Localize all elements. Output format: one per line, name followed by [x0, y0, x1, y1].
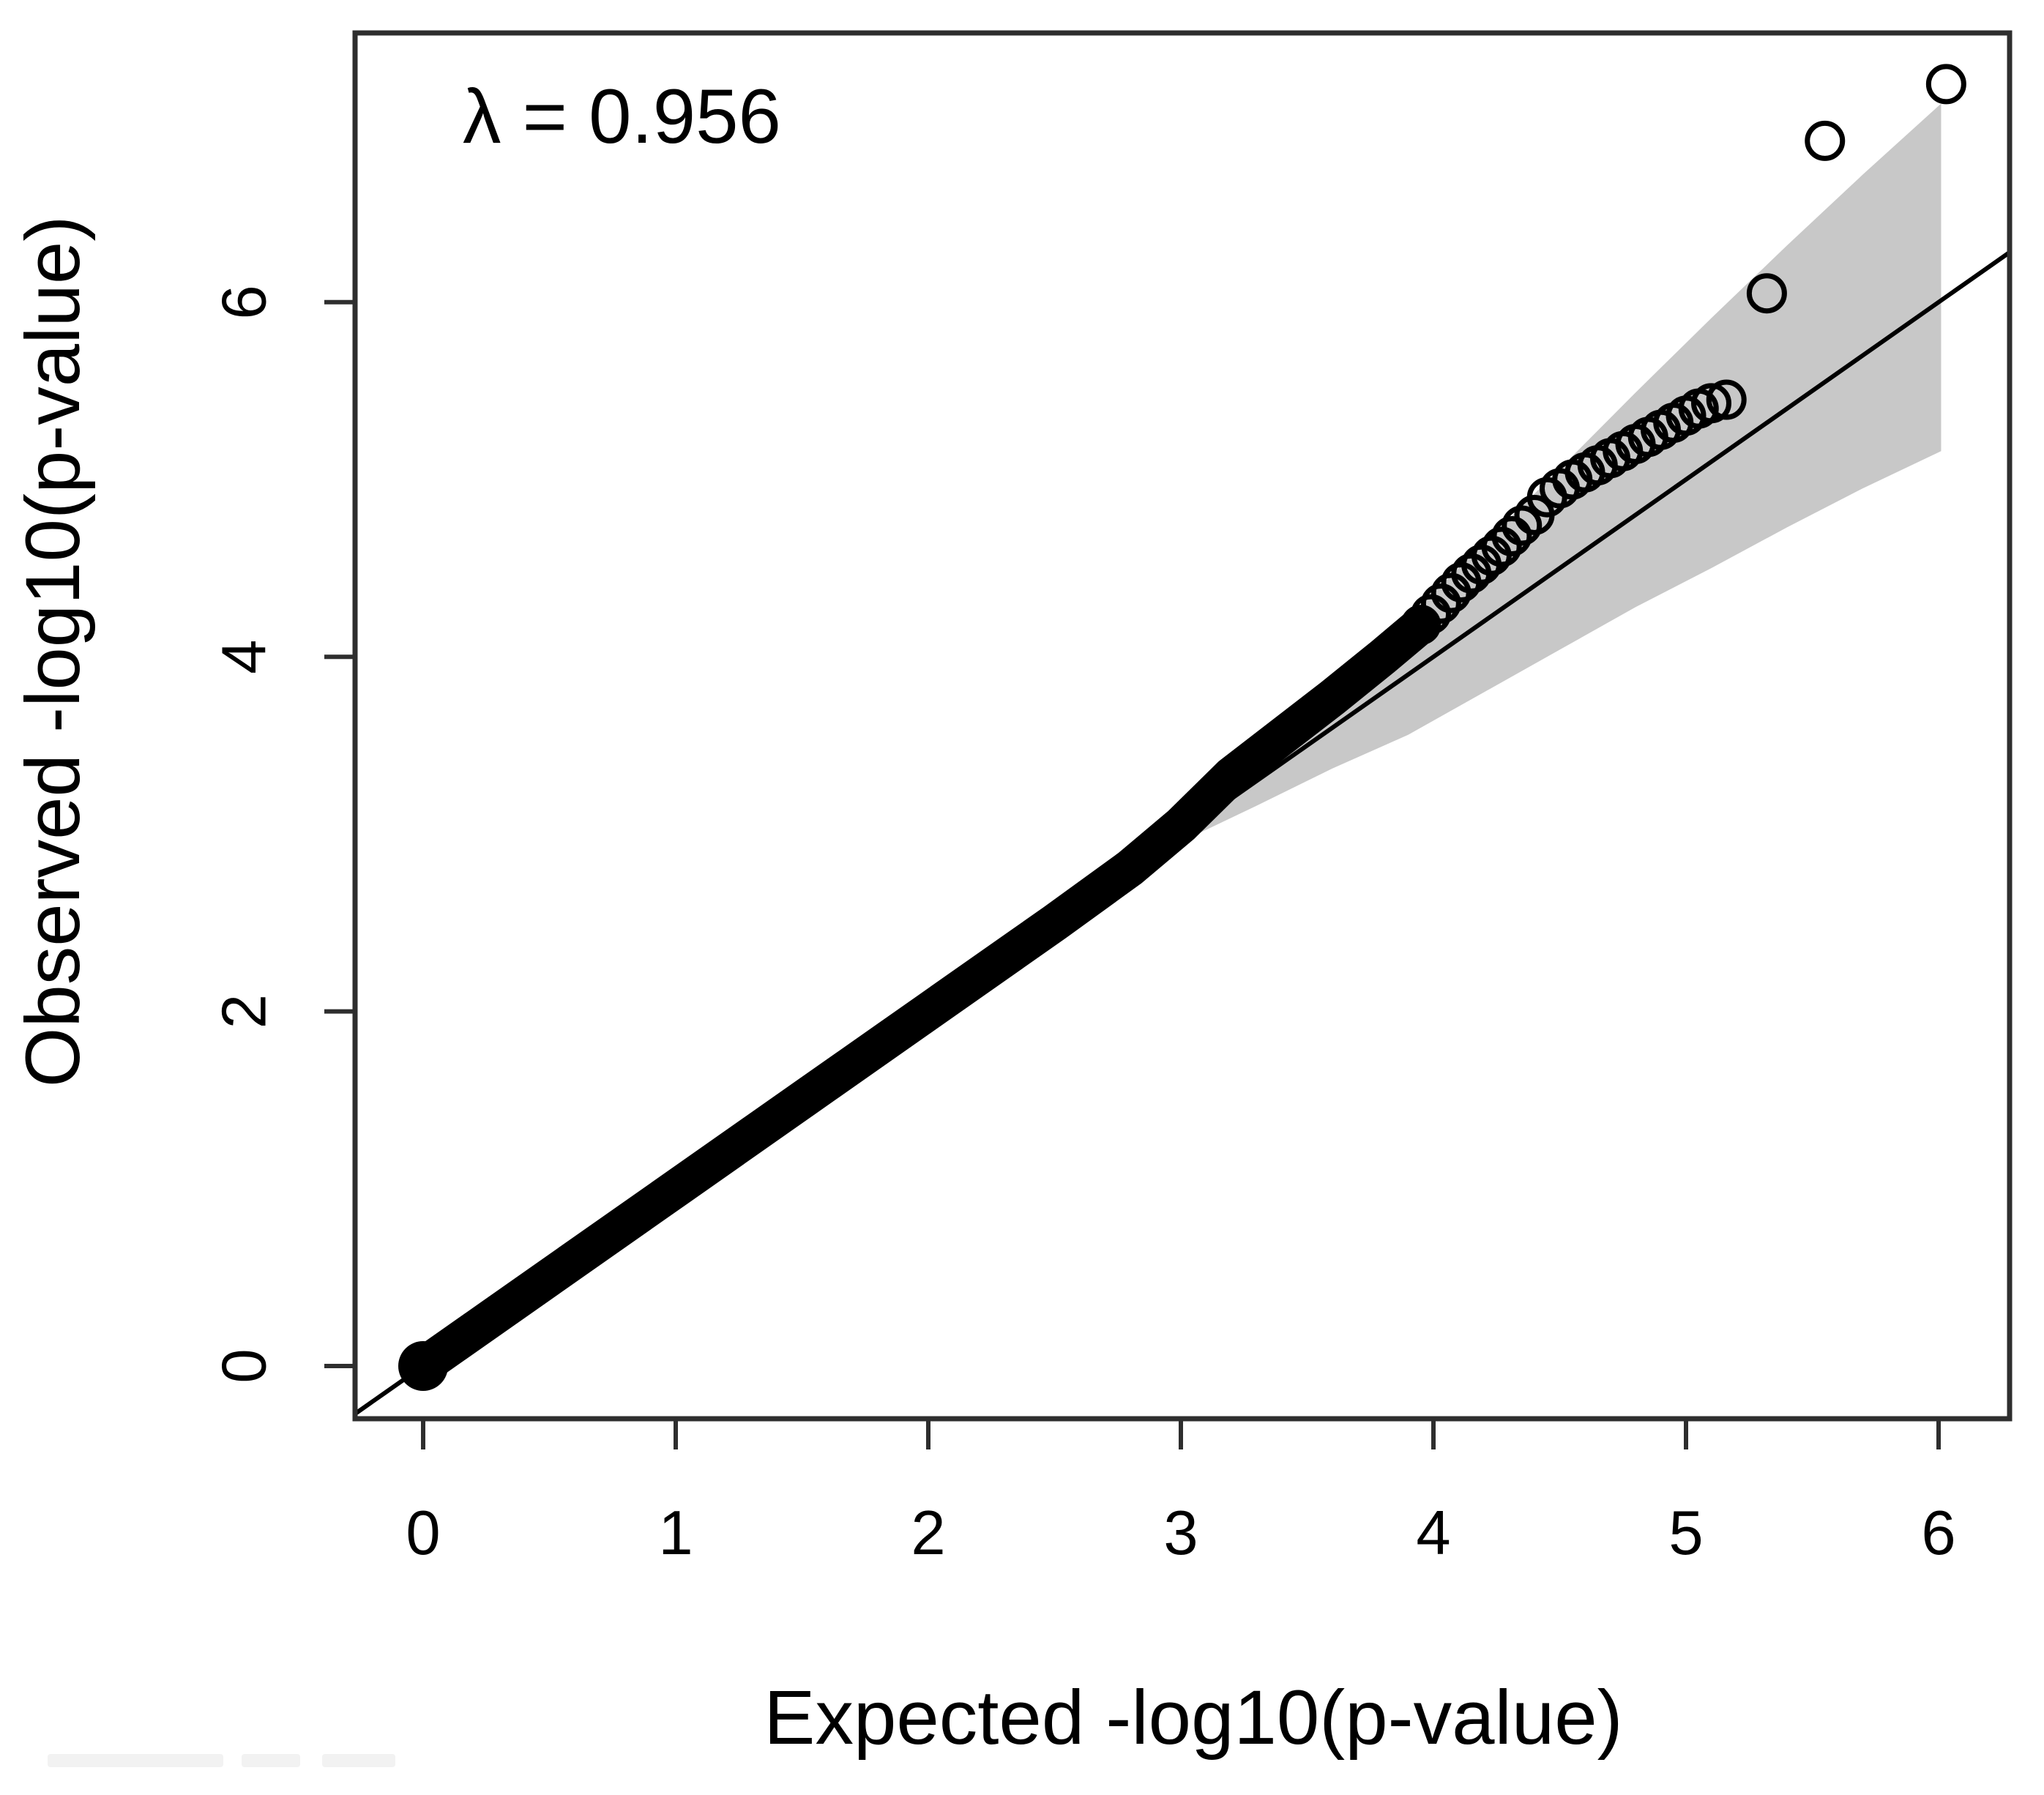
y-axis-title: Observed -log10(p-value): [10, 216, 96, 1088]
outlier-point: [1805, 120, 1846, 161]
tail-open-circle-points: [1526, 379, 1747, 518]
x-tick-label: 4: [1416, 1499, 1450, 1568]
data-point: [1481, 526, 1522, 567]
data-point: [1691, 383, 1731, 424]
y-tick-label: 0: [209, 1348, 279, 1383]
x-tick-label: 3: [1163, 1499, 1198, 1568]
y-axis: 0 2 4 6: [209, 285, 355, 1384]
outlier-point: [1746, 273, 1787, 314]
outlier-point: [1925, 64, 1966, 105]
ring-cluster-points: [1400, 494, 1555, 646]
faint-watermark: [48, 1754, 395, 1767]
data-point: [1502, 505, 1543, 546]
y-tick-label: 2: [209, 994, 279, 1029]
dense-observed-points: [404, 605, 1440, 1385]
y-tick-label: 6: [209, 285, 279, 319]
data-point: [1491, 516, 1532, 557]
x-tick-label: 6: [1921, 1499, 1955, 1568]
x-axis-title: Expected -log10(p-value): [764, 1675, 1622, 1761]
data-point: [1706, 379, 1747, 420]
outlier-points: [1746, 64, 1966, 314]
x-tick-label: 5: [1668, 1499, 1703, 1568]
x-tick-label: 1: [658, 1499, 693, 1568]
data-point: [1411, 594, 1452, 635]
data-point: [1420, 583, 1461, 624]
lambda-annotation: λ = 0.956: [463, 74, 781, 160]
y-tick-label: 4: [209, 640, 279, 674]
x-tick-label: 0: [406, 1499, 440, 1568]
plot-box: [352, 30, 2013, 1422]
data-point: [1400, 605, 1441, 646]
origin-point-cluster: [398, 1341, 448, 1391]
x-tick-label: 2: [911, 1499, 945, 1568]
x-axis: 0 1 2 3 4 5 6: [406, 1419, 1956, 1568]
